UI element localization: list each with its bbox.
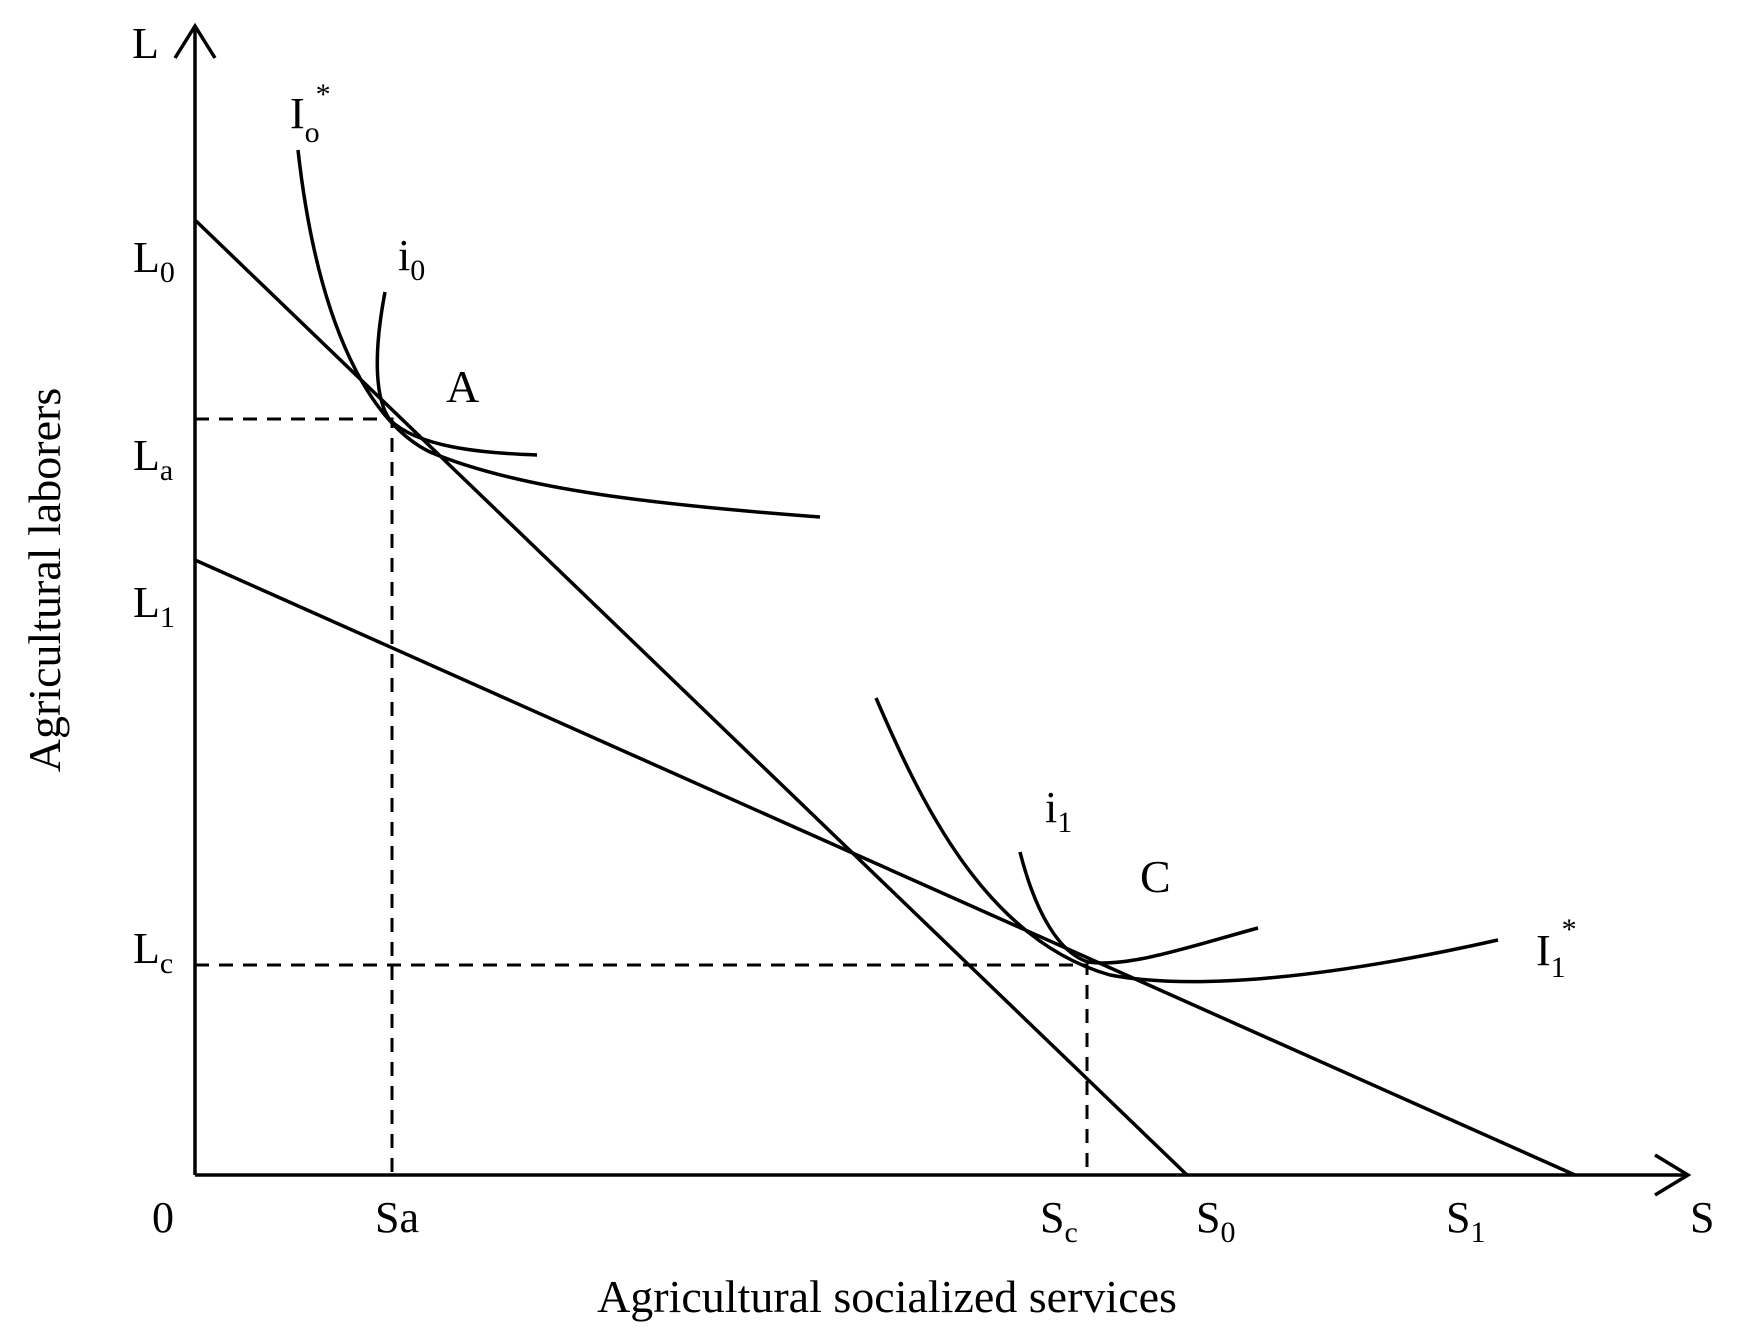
x-tick-S0: S0 [1196,1193,1235,1249]
y-tick-Lc: Lc [133,924,173,980]
y-axis-title: Agricultural laborers [19,388,70,772]
y-axis-arrow [173,22,217,59]
label-i0: i0 [398,231,425,287]
x-tick-S1: S1 [1446,1193,1485,1249]
axes [173,22,1692,1197]
curve-i1 [1018,851,1259,965]
x-tick-Sa: Sa [375,1193,419,1242]
curve-I1-star [874,697,1499,984]
x-axis-arrow [1654,1153,1692,1197]
y-tick-L0: L0 [133,233,175,289]
budget-line-L0-S0 [193,218,1189,1177]
x-tick-Sc: Sc [1040,1193,1078,1249]
projection-A [195,417,394,1175]
budget-line-L1-S1 [194,558,1576,1177]
projection-C [195,963,1089,1175]
x-axis-symbol: S [1690,1193,1714,1242]
point-label-C: C [1140,851,1171,902]
x-axis-title: Agricultural socialized services [597,1271,1177,1322]
label-i1: i1 [1045,783,1072,839]
y-tick-La: La [133,431,173,487]
curve-i0 [375,291,538,457]
label-I0-star: Io* [290,78,331,149]
y-tick-L1: L1 [133,578,175,634]
curve-I0-star [296,149,821,519]
y-axis-symbol: L [132,19,159,68]
label-I1-star: I1* [1536,913,1577,984]
point-label-A: A [446,361,479,412]
origin-label: 0 [152,1193,174,1242]
